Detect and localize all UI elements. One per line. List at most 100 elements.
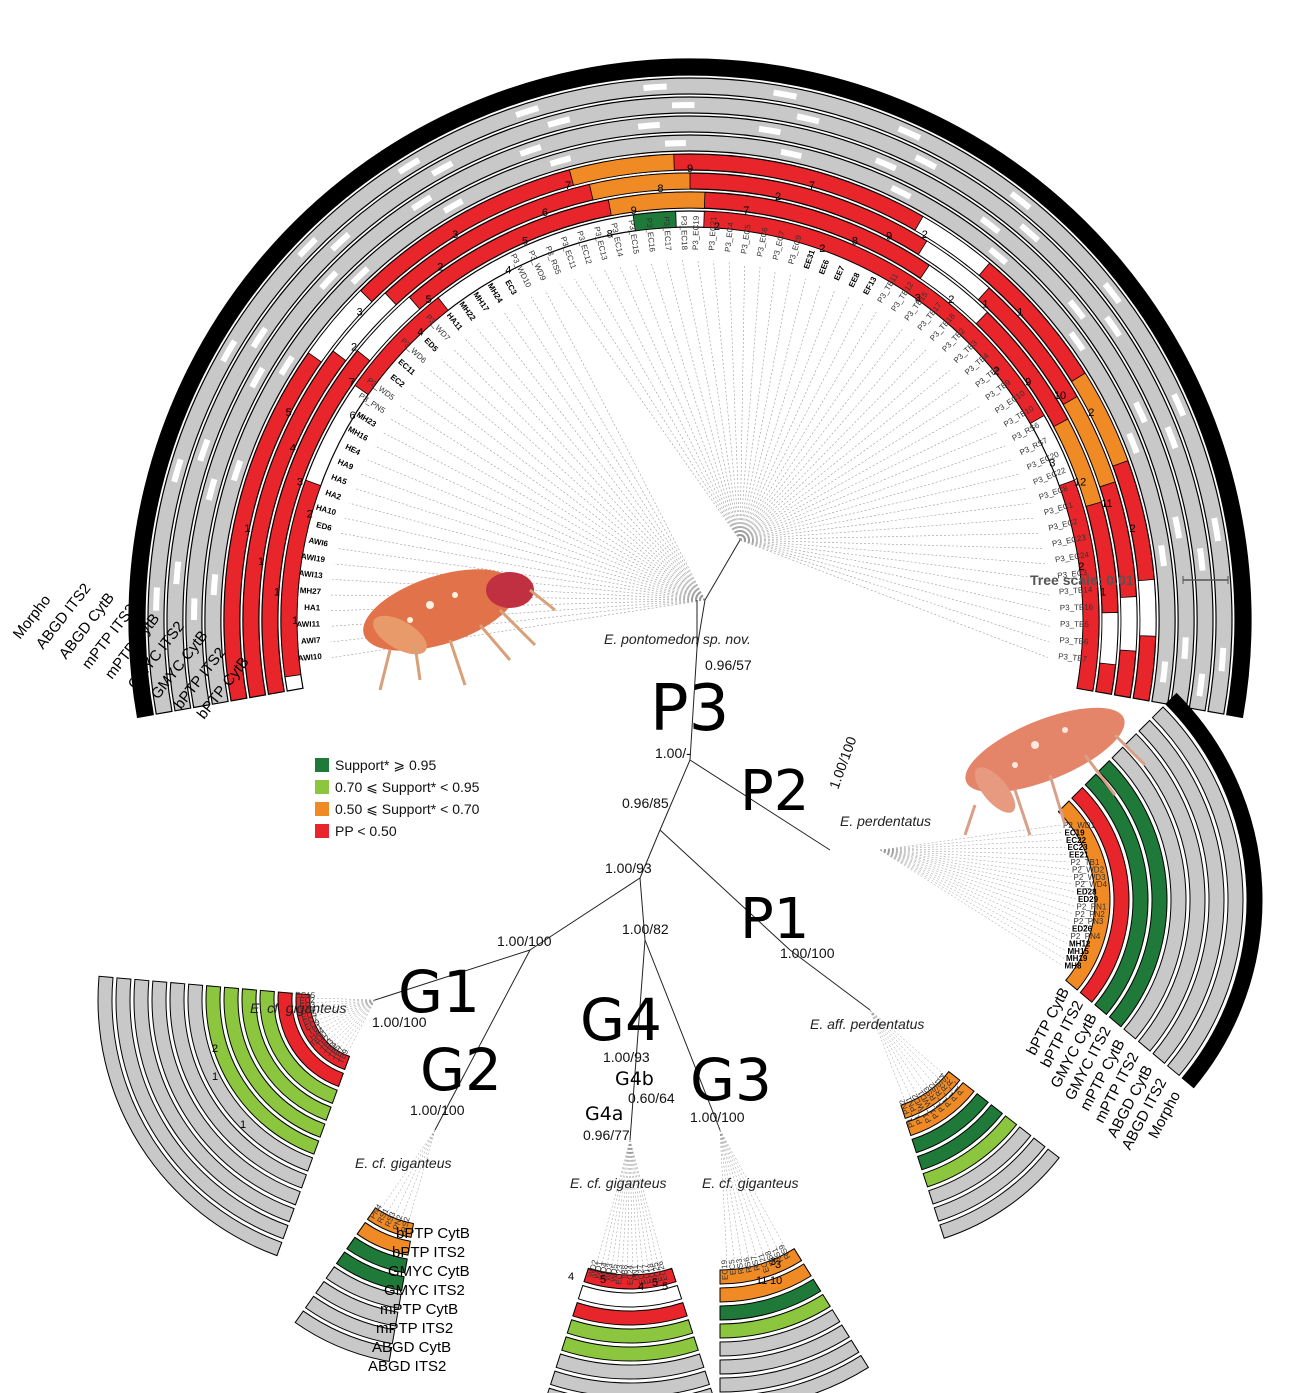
ring-p2 bbox=[1071, 786, 1130, 1003]
ring-gap bbox=[1181, 637, 1189, 660]
leaf-line bbox=[719, 1129, 784, 1244]
ring-p1 bbox=[928, 1126, 1032, 1205]
ring-number: 11 bbox=[1101, 498, 1112, 510]
legend-swatch bbox=[315, 824, 329, 838]
ring-number: 2 bbox=[922, 229, 928, 241]
tip-label: MH19 bbox=[1066, 954, 1088, 963]
ring-p1 bbox=[933, 1137, 1046, 1222]
leaf-line bbox=[330, 999, 376, 1039]
leaf-line bbox=[617, 1139, 631, 1265]
leaf-line bbox=[879, 849, 1066, 952]
tip-label: P2_PN2 bbox=[1075, 910, 1105, 919]
ring-gap bbox=[1197, 547, 1206, 571]
tip-label: ED28 bbox=[1077, 888, 1098, 897]
ring-p2 bbox=[1084, 773, 1149, 1016]
ring-segment bbox=[568, 153, 675, 186]
tip-label: EC15 bbox=[295, 990, 316, 1000]
legend: Support* ⩾ 0.95 0.70 ⩽ Support* < 0.95 0.5… bbox=[315, 757, 480, 839]
leaf-line bbox=[739, 266, 761, 541]
leaf-line bbox=[879, 849, 1063, 966]
leaf-line bbox=[316, 999, 376, 1012]
tip-label: WD1 bbox=[592, 1260, 605, 1280]
ring-g3 bbox=[719, 1309, 841, 1357]
tip-label: ED5 bbox=[422, 336, 440, 354]
ring-gap bbox=[671, 102, 695, 109]
clade-label-g4b: G4b bbox=[615, 1068, 654, 1090]
clade-label-g3: G3 bbox=[690, 1046, 772, 1114]
tip-labels: AWI10 AWI7 AWI11 HA1 MH27 AWI13 AWI19 AWI6 ED6 HA… bbox=[212, 163, 1136, 1293]
layer-label: mPTP ITS2 bbox=[376, 1320, 453, 1337]
ring-p3-morpho bbox=[128, 58, 1252, 719]
leaf-line bbox=[382, 1129, 436, 1207]
ring-number: 2 bbox=[714, 221, 720, 233]
leaf-line bbox=[739, 502, 1031, 541]
legend-label: 0.70 ⩽ Support* < 0.95 bbox=[335, 779, 480, 795]
leaf-line bbox=[318, 999, 376, 1020]
ring-segment bbox=[1119, 596, 1138, 652]
leaf-line bbox=[739, 320, 890, 541]
ring-number: 6 bbox=[542, 207, 548, 219]
tip-label: P3_TB16 bbox=[1060, 603, 1094, 613]
ring-gap bbox=[979, 216, 1001, 235]
leaf-line bbox=[629, 1139, 633, 1265]
ring-p3-gmyc-cytb bbox=[242, 172, 1138, 699]
leaf-line bbox=[739, 296, 850, 541]
leaf-line bbox=[344, 999, 376, 1049]
leaf-line bbox=[317, 999, 376, 1016]
tip-label: HA9 bbox=[336, 457, 355, 472]
support-n3: 1.00/100 bbox=[497, 933, 552, 949]
branch-n1 bbox=[659, 759, 691, 831]
ring-number: 11 bbox=[756, 1275, 767, 1287]
ring-gap bbox=[547, 116, 571, 128]
ring-number: 5 bbox=[600, 1274, 606, 1286]
branch-to-n3 bbox=[529, 877, 641, 951]
ring-number: 1 bbox=[1017, 306, 1023, 318]
ring-gap bbox=[1126, 432, 1140, 455]
ring-number: 2 bbox=[993, 366, 999, 378]
leaf-line bbox=[629, 1139, 638, 1265]
ring-p1 bbox=[939, 1148, 1060, 1239]
leaf-line bbox=[324, 999, 376, 1032]
leaf-line bbox=[879, 849, 1068, 944]
leaf-line bbox=[602, 1139, 631, 1263]
clade-label-p3: P3 bbox=[650, 672, 729, 746]
branch-to-g1 bbox=[374, 949, 531, 1001]
leaf-line bbox=[739, 432, 998, 541]
tip-label: P2_TB1 bbox=[1071, 858, 1100, 867]
tip-label: RS3 bbox=[734, 1257, 746, 1274]
ring-g1 bbox=[115, 977, 289, 1240]
ring-segment bbox=[1062, 395, 1116, 488]
leaf-line bbox=[879, 846, 1066, 851]
ring-gap bbox=[1211, 517, 1222, 542]
ring-g4 bbox=[566, 1319, 694, 1344]
tip-label: P2_WD4 bbox=[1075, 880, 1108, 889]
ring-number: 4 bbox=[290, 442, 296, 454]
ring-g2 bbox=[304, 1295, 396, 1345]
ring-gap bbox=[773, 89, 798, 100]
leaf-line bbox=[713, 260, 741, 541]
layer-label: GMYC CytB bbox=[388, 1263, 470, 1280]
ring-segment bbox=[1099, 612, 1119, 666]
tip-label: RS6 bbox=[742, 1256, 754, 1274]
leaf-line bbox=[879, 849, 1072, 878]
ring-number: 10 bbox=[1054, 390, 1066, 402]
ring-p3-abgd-cytb bbox=[166, 96, 1214, 712]
tree-scale-label: Tree scale: 0.01 bbox=[1030, 572, 1134, 588]
tip-label: P2_WD2 bbox=[1072, 865, 1105, 874]
leaf-line bbox=[650, 262, 741, 541]
leaf-line bbox=[719, 1129, 764, 1253]
ring-gap bbox=[664, 140, 686, 147]
tip-label: MH22 bbox=[457, 300, 477, 323]
tip-label: AWI19 bbox=[300, 552, 326, 565]
leaf-line bbox=[607, 1139, 631, 1263]
leaf-line bbox=[739, 406, 980, 541]
leaf-line bbox=[320, 999, 376, 1024]
ring-g1 bbox=[187, 983, 314, 1172]
tip-label: MH15 bbox=[1068, 947, 1090, 956]
leaf-line bbox=[728, 262, 741, 541]
leaf-line bbox=[879, 832, 1063, 851]
ring-gap bbox=[1171, 393, 1187, 417]
leaf-line bbox=[879, 849, 1074, 915]
ring-gap bbox=[1172, 516, 1183, 539]
ring-p3-gmyc-its2 bbox=[223, 153, 1157, 702]
